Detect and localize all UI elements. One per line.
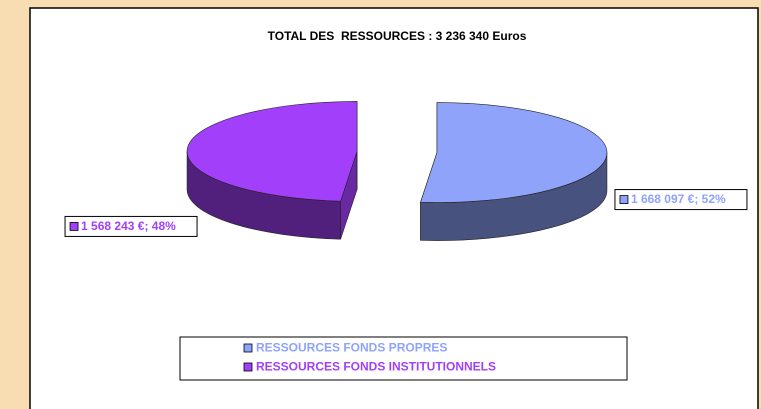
data-label-box	[64, 215, 198, 237]
legend-label: RESSOURCES FONDS PROPRES	[256, 341, 447, 355]
legend-swatch	[243, 343, 253, 353]
slice	[420, 102, 608, 203]
pie	[186, 101, 608, 241]
data-label-swatch	[69, 222, 79, 231]
legend-label: RESSOURCES FONDS INSTITUTIONNELS	[256, 360, 496, 374]
legend-swatch	[243, 362, 253, 372]
chart-title: TOTAL DES RESSOURCES : 3 236 340 Euros	[268, 29, 527, 43]
data-label-swatch	[619, 195, 629, 204]
data-label-box	[614, 189, 748, 211]
legend-box	[179, 336, 628, 381]
data-label: 1 668 097 €; 52%	[631, 192, 726, 206]
slice	[186, 101, 358, 202]
data-label: 1 568 243 €; 48%	[81, 219, 176, 233]
